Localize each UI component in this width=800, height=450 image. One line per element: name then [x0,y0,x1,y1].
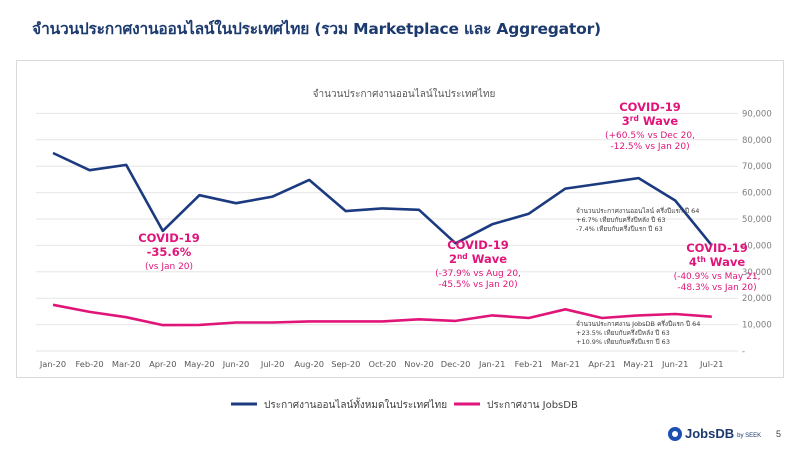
annotation-wave-note: -48.3% vs Jan 20) [677,283,756,293]
page-number: 5 [776,429,782,439]
x-tick-label: Dec-20 [441,359,471,369]
x-tick-label: Jun-20 [222,359,250,369]
annotation-wave-note: -45.5% vs Jan 20) [438,280,517,290]
logo-icon [668,426,682,441]
y-tick-label: 60,000 [742,189,772,199]
annotation-wave-note: (-37.9% vs Aug 20, [435,269,521,279]
y-tick-label: 10,000 [742,321,772,331]
series-line-all-jobs [52,151,713,247]
x-tick-label: Apr-20 [149,359,176,369]
wave-word: Wave [639,114,679,128]
y-tick-label: 30,000 [742,268,772,278]
summary-line: -7.4% เทียบกับครึ่งปีแรก ปี 63 [576,224,663,233]
annotation-wave-label: 4th Wave [689,255,745,269]
annotation-wave-title: COVID-19 [447,238,509,252]
summary-line: จำนวนประกาศงาน JobsDB ครึ่งปีแรก ปี 64 [576,319,700,328]
annotation-wave-title: COVID-19 [619,100,681,114]
x-tick-label: Oct-20 [368,359,396,369]
logo-brand: JobsDB [685,426,735,441]
x-tick-label: Nov-20 [404,359,434,369]
summary-line: จำนวนประกาศงานออนไลน์ ครึ่งปีแรก ปี 64 [576,206,699,215]
y-tick-label: 90,000 [742,109,772,119]
x-tick-label: Jan-21 [478,359,505,369]
x-tick-label: May-20 [184,359,215,369]
summary-line: +6.7% เทียบกับครึ่งปีหลัง ปี 63 [576,215,666,224]
legend-label: ประกาศงาน JobsDB [487,400,578,411]
wave-number: 3 [622,114,630,128]
slide-title: จำนวนประกาศงานออนไลน์ในประเทศไทย (รวม Ma… [32,20,601,38]
annotation-wave-title: COVID-19 [686,241,748,255]
x-tick-label: Jan-20 [39,359,66,369]
y-tick-label: 70,000 [742,162,772,172]
y-tick-label: 20,000 [742,294,772,304]
x-tick-label: Apr-21 [588,359,615,369]
y-tick-label: - [742,347,745,357]
logo-sub: by SEEK [737,433,762,439]
x-tick-label: Feb-20 [75,359,103,369]
summary-line: +23.5% เทียบกับครึ่งปีหลัง ปี 63 [576,328,670,337]
x-tick-label: Aug-20 [294,359,324,369]
wave-ordinal: th [697,255,706,264]
annotation-wave-note: -12.5% vs Jan 20) [610,142,689,152]
annotation-wave-label: 2nd Wave [449,252,507,266]
wave-word: Wave [706,255,746,269]
y-tick-label: 50,000 [742,215,772,225]
x-tick-label: Feb-21 [515,359,543,369]
y-tick-label: 80,000 [742,136,772,146]
summary-line: +10.9% เทียบกับครึ่งปีแรก ปี 63 [576,337,670,346]
wave-number: 2 [449,252,457,266]
wave-ordinal: nd [457,252,468,261]
x-tick-label: Jul-20 [260,359,285,369]
annotation-covid-title: COVID-19 [138,231,200,245]
y-tick-label: 40,000 [742,241,772,251]
x-tick-label: Jun-21 [661,359,689,369]
x-tick-label: Jul-21 [699,359,724,369]
x-tick-label: May-21 [623,359,654,369]
x-tick-label: Mar-21 [551,359,580,369]
wave-word: Wave [468,252,508,266]
chart-frame [16,60,784,378]
annotation-covid-value: -35.6% [147,245,192,259]
series-line-jobsdb [52,303,712,327]
jobsdb-logo: JobsDB by SEEK [668,426,761,441]
annotation-wave-label: 3rd Wave [622,114,679,128]
annotation-wave-note: (+60.5% vs Dec 20, [605,131,695,141]
chart-title: จำนวนประกาศงานออนไลน์ในประเทศไทย [313,88,496,100]
wave-number: 4 [689,255,697,269]
legend-label: ประกาศงานออนไลน์ทั้งหมดในประเทศไทย [264,397,447,411]
annotation-covid-note: (vs Jan 20) [145,262,193,272]
annotation-wave-note: (-40.9% vs May 21, [674,272,761,282]
x-tick-label: Sep-20 [331,359,360,369]
wave-ordinal: rd [630,114,639,123]
x-tick-label: Mar-20 [112,359,141,369]
